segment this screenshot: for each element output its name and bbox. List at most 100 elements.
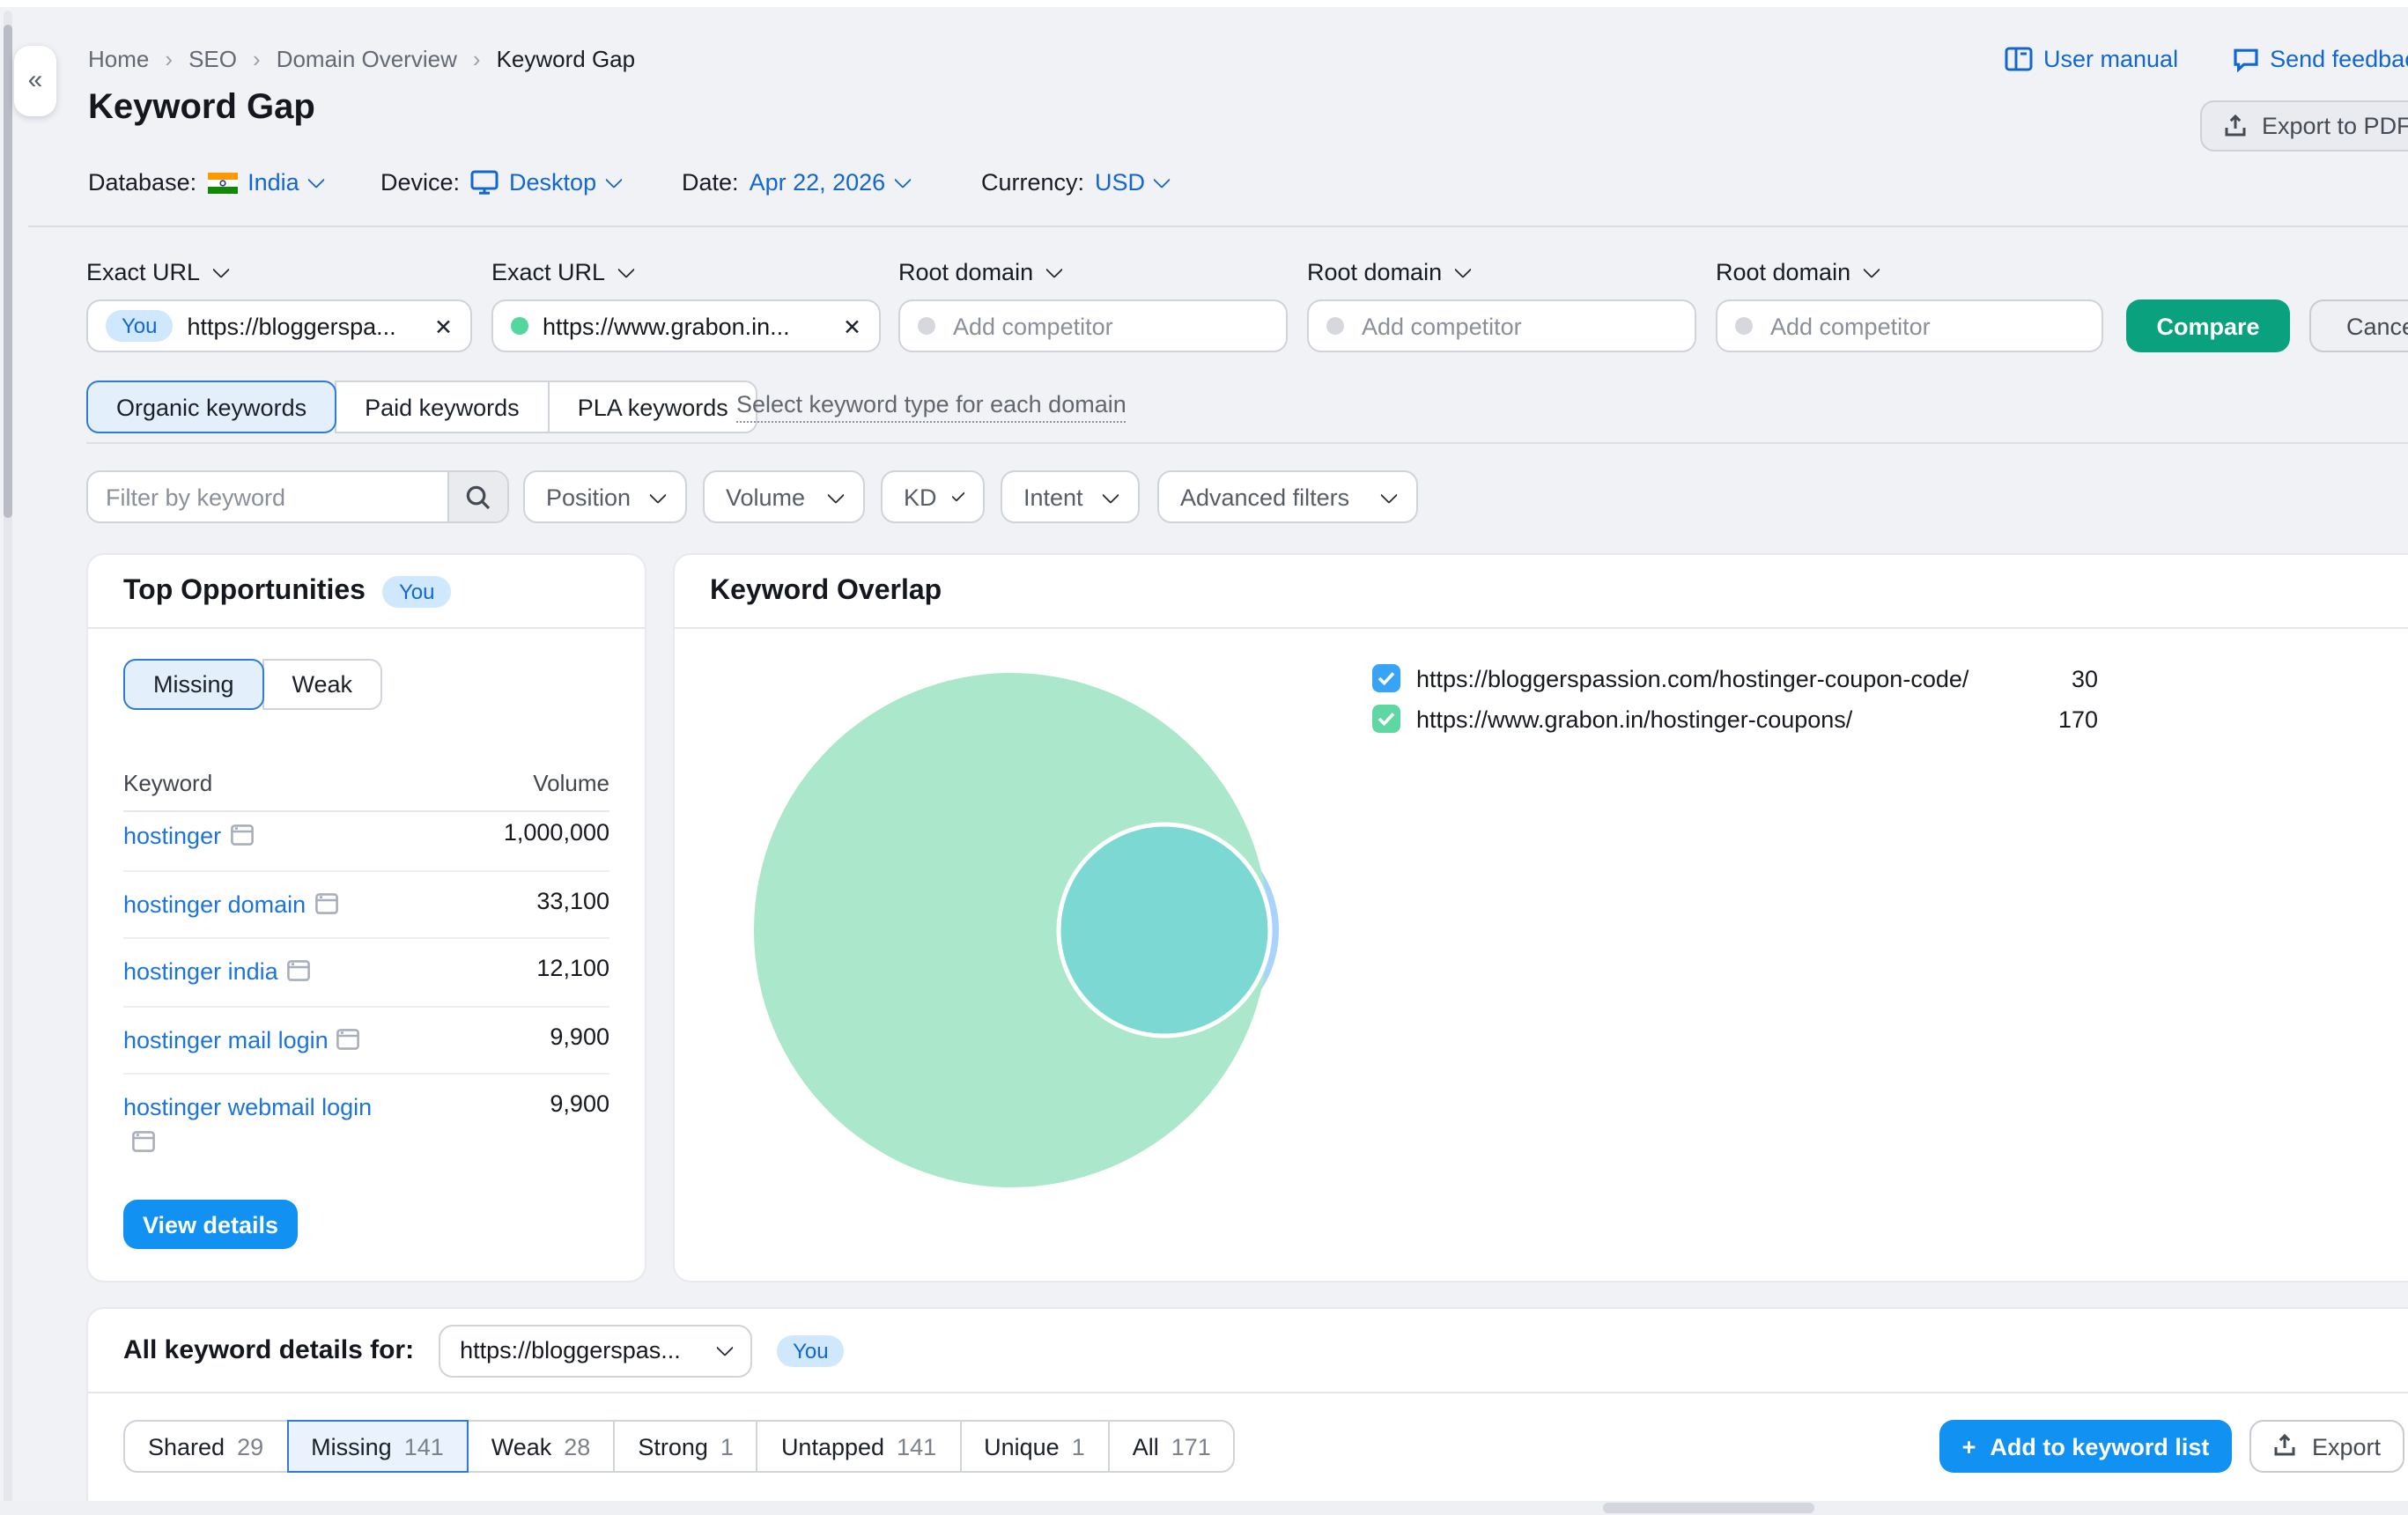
plus-icon: + xyxy=(1962,1433,1976,1460)
breadcrumb-domain-overview[interactable]: Domain Overview xyxy=(277,46,457,72)
domain-type-dropdown-competitor-4[interactable]: Root domain xyxy=(1716,259,1877,285)
opportunities-table: hostinger 1,000,000 hostinger domain 33,… xyxy=(123,803,609,1176)
kd-filter-dropdown[interactable]: KD xyxy=(881,470,985,523)
overlap-circle[interactable] xyxy=(1059,824,1270,1036)
keyword-overlap-title: Keyword Overlap xyxy=(710,575,942,607)
tab-all[interactable]: All171 xyxy=(1108,1420,1236,1473)
tab-missing[interactable]: Missing xyxy=(123,659,264,710)
search-button[interactable] xyxy=(447,472,507,521)
compare-button[interactable]: Compare xyxy=(2126,299,2290,352)
header-links: User manual Send feedback xyxy=(2005,46,2408,72)
keyword-link[interactable]: hostinger webmail login xyxy=(123,1091,391,1160)
book-icon xyxy=(2005,46,2033,72)
you-domain-value: https://bloggerspa... xyxy=(188,313,396,339)
database-selector[interactable]: Database: India xyxy=(88,169,322,196)
keyword-filter-input[interactable] xyxy=(88,472,447,521)
divider xyxy=(86,442,2408,444)
advanced-filters-dropdown[interactable]: Advanced filters xyxy=(1157,470,1418,523)
keyword-volume: 1,000,000 xyxy=(504,819,609,854)
add-to-keyword-list-button[interactable]: + Add to keyword list xyxy=(1939,1420,2232,1473)
keyword-link[interactable]: hostinger mail login xyxy=(123,1023,391,1057)
keyword-gap-page: « Home › SEO › Domain Overview › Keyword… xyxy=(0,0,2408,1515)
chevron-down-icon xyxy=(604,171,622,188)
keyword-link[interactable]: hostinger india xyxy=(123,955,391,989)
view-details-button[interactable]: View details xyxy=(123,1200,298,1249)
volume-filter-dropdown[interactable]: Volume xyxy=(703,470,865,523)
breadcrumb-seo[interactable]: SEO xyxy=(188,46,237,72)
competitor-4-input[interactable] xyxy=(1767,311,2084,341)
date-selector[interactable]: Date: Apr 22, 2026 xyxy=(682,169,908,196)
tab-missing-details[interactable]: Missing141 xyxy=(286,1420,469,1473)
page-title: Keyword Gap xyxy=(88,88,315,129)
you-domain-chip[interactable]: You https://bloggerspa... ✕ xyxy=(86,299,472,352)
currency-selector[interactable]: Currency: USD xyxy=(981,169,1168,196)
chevron-down-icon xyxy=(1153,171,1171,188)
tab-organic-keywords[interactable]: Organic keywords xyxy=(86,381,336,433)
domain-type-dropdown-competitor-2[interactable]: Root domain xyxy=(898,259,1060,285)
keyword-volume: 12,100 xyxy=(536,955,609,989)
competitor-2-input-wrap xyxy=(898,299,1288,352)
device-selector[interactable]: Device: Desktop xyxy=(380,169,619,196)
competitor-4-input-wrap xyxy=(1716,299,2103,352)
table-row: hostinger webmail login 9,900 xyxy=(123,1075,609,1176)
tab-strong[interactable]: Strong1 xyxy=(613,1420,758,1473)
serp-features-icon xyxy=(287,960,310,981)
user-manual-link[interactable]: User manual xyxy=(2005,46,2178,72)
serp-features-icon xyxy=(337,1028,360,1049)
breadcrumb-home[interactable]: Home xyxy=(88,46,149,72)
keyword-link[interactable]: hostinger xyxy=(123,819,391,854)
cancel-button[interactable]: Cancel xyxy=(2309,299,2408,352)
chevron-down-icon xyxy=(893,171,911,188)
overlap-legend: https://bloggerspassion.com/hostinger-co… xyxy=(1372,664,2098,733)
you-badge: You xyxy=(106,310,174,342)
tab-unique[interactable]: Unique1 xyxy=(959,1420,1110,1473)
search-icon xyxy=(465,484,491,510)
competitor-3-input[interactable] xyxy=(1358,311,1677,341)
tab-weak[interactable]: Weak xyxy=(262,659,383,710)
export-button[interactable]: Export xyxy=(2249,1420,2404,1473)
chevron-down-icon xyxy=(1862,261,1880,278)
competitor-color-dot xyxy=(1735,317,1753,335)
send-feedback-link[interactable]: Send feedback xyxy=(2231,46,2408,72)
position-filter-dropdown[interactable]: Position xyxy=(523,470,687,523)
column-volume: Volume xyxy=(533,770,609,796)
horizontal-scrollbar-track xyxy=(0,1501,2408,1515)
keyword-link[interactable]: hostinger domain xyxy=(123,887,391,921)
select-keyword-type-link[interactable]: Select keyword type for each domain xyxy=(736,391,1126,423)
legend-row-competitor: https://www.grabon.in/hostinger-coupons/… xyxy=(1372,705,2098,733)
keyword-volume: 9,900 xyxy=(550,1091,609,1160)
checkbox-checked-icon[interactable] xyxy=(1372,705,1400,733)
export-to-pdf-button[interactable]: Export to PDF xyxy=(2200,100,2408,152)
domain-type-dropdown-you[interactable]: Exact URL xyxy=(86,259,226,285)
breadcrumb: Home › SEO › Domain Overview › Keyword G… xyxy=(88,46,635,72)
remove-domain-icon[interactable]: ✕ xyxy=(424,313,453,339)
report-settings-bar: Database: India Device: Desktop Date: Ap… xyxy=(0,169,2408,204)
keyword-volume: 33,100 xyxy=(536,887,609,921)
serp-features-icon xyxy=(132,1131,155,1152)
competitor-1-chip[interactable]: https://www.grabon.in... ✕ xyxy=(491,299,881,352)
all-keyword-details-card: All keyword details for: https://blogger… xyxy=(86,1307,2408,1515)
domain-type-dropdown-competitor-3[interactable]: Root domain xyxy=(1307,259,1468,285)
chevron-down-icon xyxy=(1453,261,1471,278)
domain-type-dropdown-competitor-1[interactable]: Exact URL xyxy=(491,259,632,285)
feedback-bubble-icon xyxy=(2231,46,2259,72)
competitor-2-input[interactable] xyxy=(949,311,1268,341)
tab-weak-details[interactable]: Weak28 xyxy=(467,1420,616,1473)
column-keyword: Keyword xyxy=(123,770,212,796)
details-domain-dropdown[interactable]: https://bloggerspas... xyxy=(439,1324,752,1377)
tab-shared[interactable]: Shared29 xyxy=(123,1420,288,1473)
tab-paid-keywords[interactable]: Paid keywords xyxy=(335,381,550,433)
remove-domain-icon[interactable]: ✕ xyxy=(832,313,861,339)
table-row: hostinger india 12,100 xyxy=(123,939,609,1007)
vertical-scrollbar-track xyxy=(4,11,12,1504)
horizontal-scrollbar-thumb[interactable] xyxy=(1603,1503,1814,1513)
top-edge xyxy=(0,0,2408,7)
serp-features-icon xyxy=(314,892,337,913)
tab-untapped[interactable]: Untapped141 xyxy=(757,1420,961,1473)
vertical-scrollbar-thumb[interactable] xyxy=(4,25,12,518)
sidebar-collapse-button[interactable]: « xyxy=(14,46,56,116)
checkbox-checked-icon[interactable] xyxy=(1372,664,1400,692)
tab-pla-keywords[interactable]: PLA keywords xyxy=(548,381,758,433)
chevron-down-icon xyxy=(1380,485,1398,503)
intent-filter-dropdown[interactable]: Intent xyxy=(1001,470,1140,523)
